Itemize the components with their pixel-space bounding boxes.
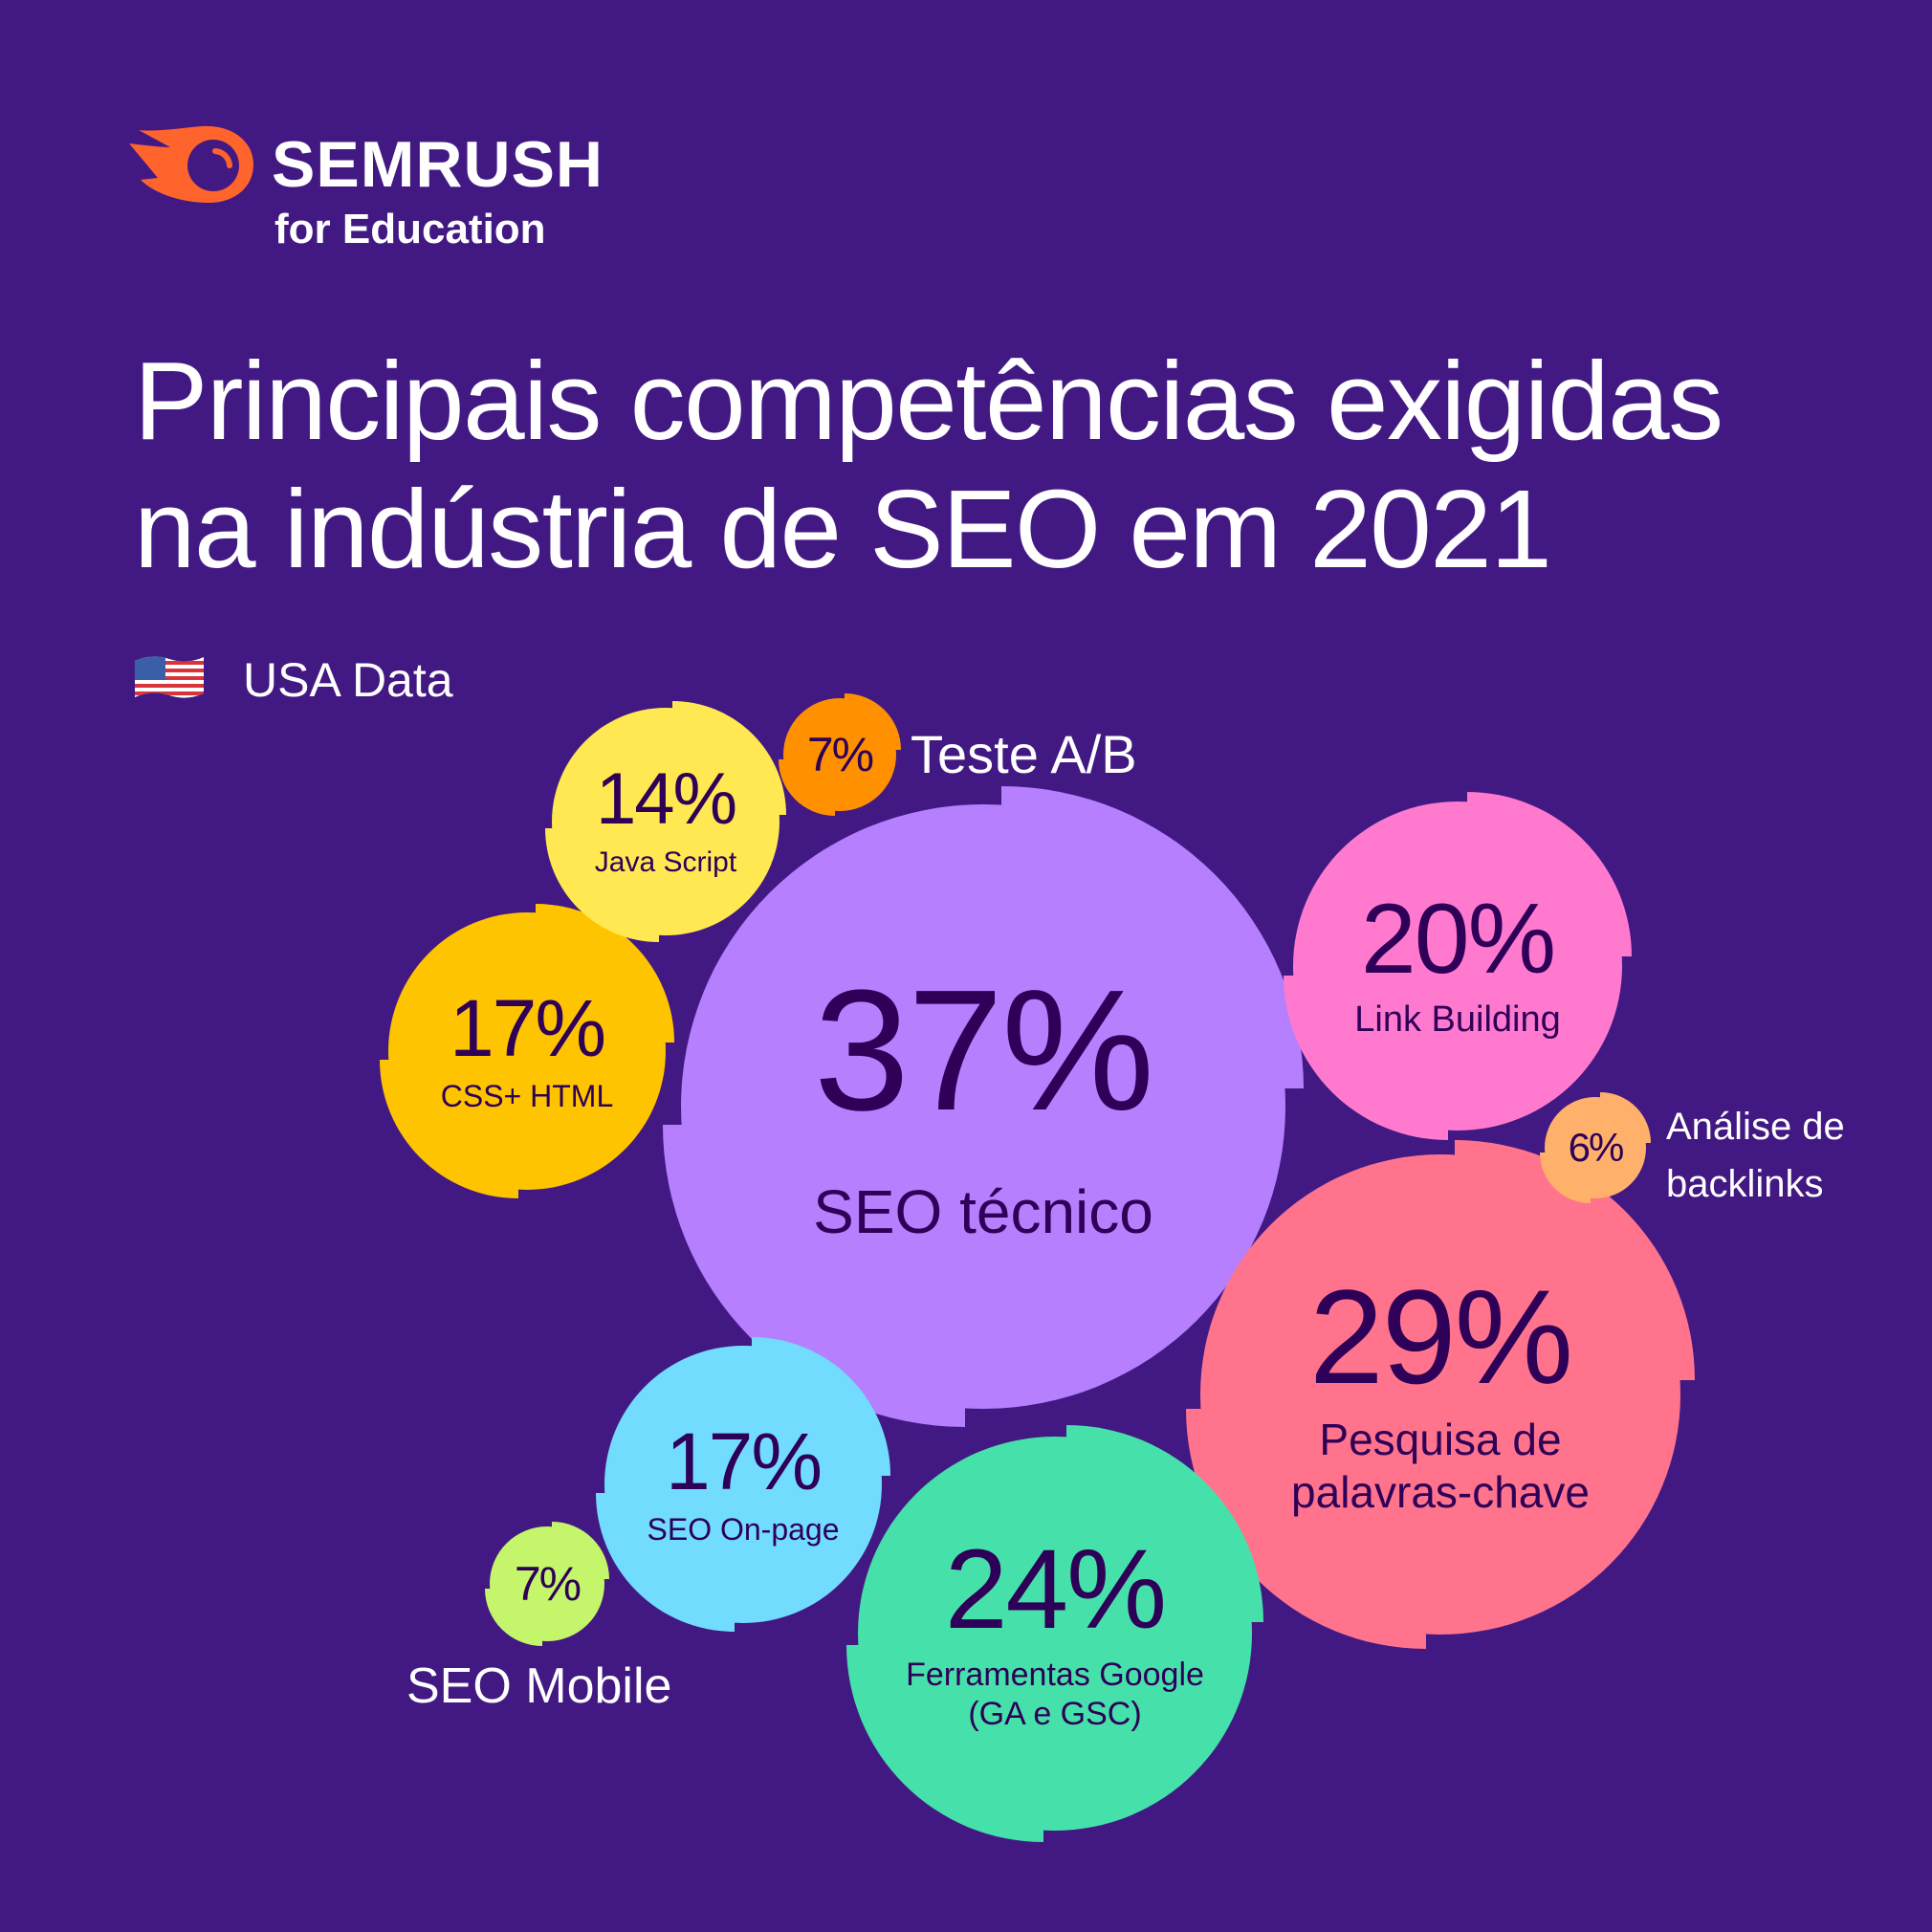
bubble-percentage: 24% — [944, 1526, 1167, 1654]
bubble-label: Java Script — [594, 846, 737, 878]
bubble-label: Pesquisa de palavras-chave — [1291, 1414, 1590, 1517]
bubble-percentage: 37% — [813, 954, 1154, 1147]
bubble-teste-ab: 7% — [779, 693, 901, 816]
bubble-link-building: 20% Link Building — [1284, 792, 1632, 1140]
bubble-percentage: 6% — [1568, 1125, 1625, 1170]
bubble-label: SEO técnico — [813, 1176, 1153, 1246]
page-title: Principais competências exigidas na indú… — [134, 337, 1723, 593]
bubble-percentage: 29% — [1308, 1261, 1573, 1412]
usa-flag-icon — [135, 656, 204, 698]
title-line-1: Principais competências exigidas — [134, 339, 1723, 463]
bubble-analise-backlinks: 6% — [1540, 1092, 1651, 1203]
bubble-seo-on-page: 17% SEO On-page — [596, 1337, 890, 1632]
bubble-percentage: 17% — [665, 1416, 823, 1506]
label-analise-backlinks: Análise de backlinks — [1666, 1106, 1845, 1205]
bubble-percentage: 7% — [514, 1557, 582, 1611]
bubble-label: SEO On-page — [647, 1511, 840, 1547]
bubble-percentage: 7% — [806, 728, 874, 781]
bubble-label: Link Building — [1354, 999, 1561, 1041]
bubble-percentage: 20% — [1360, 884, 1556, 996]
brand-name: SEMRUSH — [272, 128, 604, 201]
semrush-logo-icon — [129, 125, 253, 203]
bubble-label: CSS+ HTML — [440, 1078, 614, 1113]
bubble-css-html: 17% CSS+ HTML — [380, 904, 674, 1198]
bubble-percentage: 14% — [595, 758, 737, 840]
title-line-2: na indústria de SEO em 2021 — [134, 467, 1552, 591]
bubble-ferramentas-google: 24% Ferramentas Google (GA e GSC) — [846, 1425, 1263, 1842]
bubble-label: Ferramentas Google (GA e GSC) — [906, 1657, 1204, 1732]
label-teste-ab: Teste A/B — [911, 724, 1137, 784]
bubble-pesquisa-palavras-chave: 29% Pesquisa de palavras-chave — [1186, 1140, 1695, 1649]
region-label: USA Data — [243, 653, 453, 707]
bubble-percentage: 17% — [449, 982, 606, 1073]
bubble-seo-mobile: 7% — [485, 1522, 609, 1646]
bubble-java-script: 14% Java Script — [545, 701, 786, 942]
brand-subtitle: for Education — [274, 206, 546, 252]
label-seo-mobile: SEO Mobile — [406, 1658, 672, 1714]
